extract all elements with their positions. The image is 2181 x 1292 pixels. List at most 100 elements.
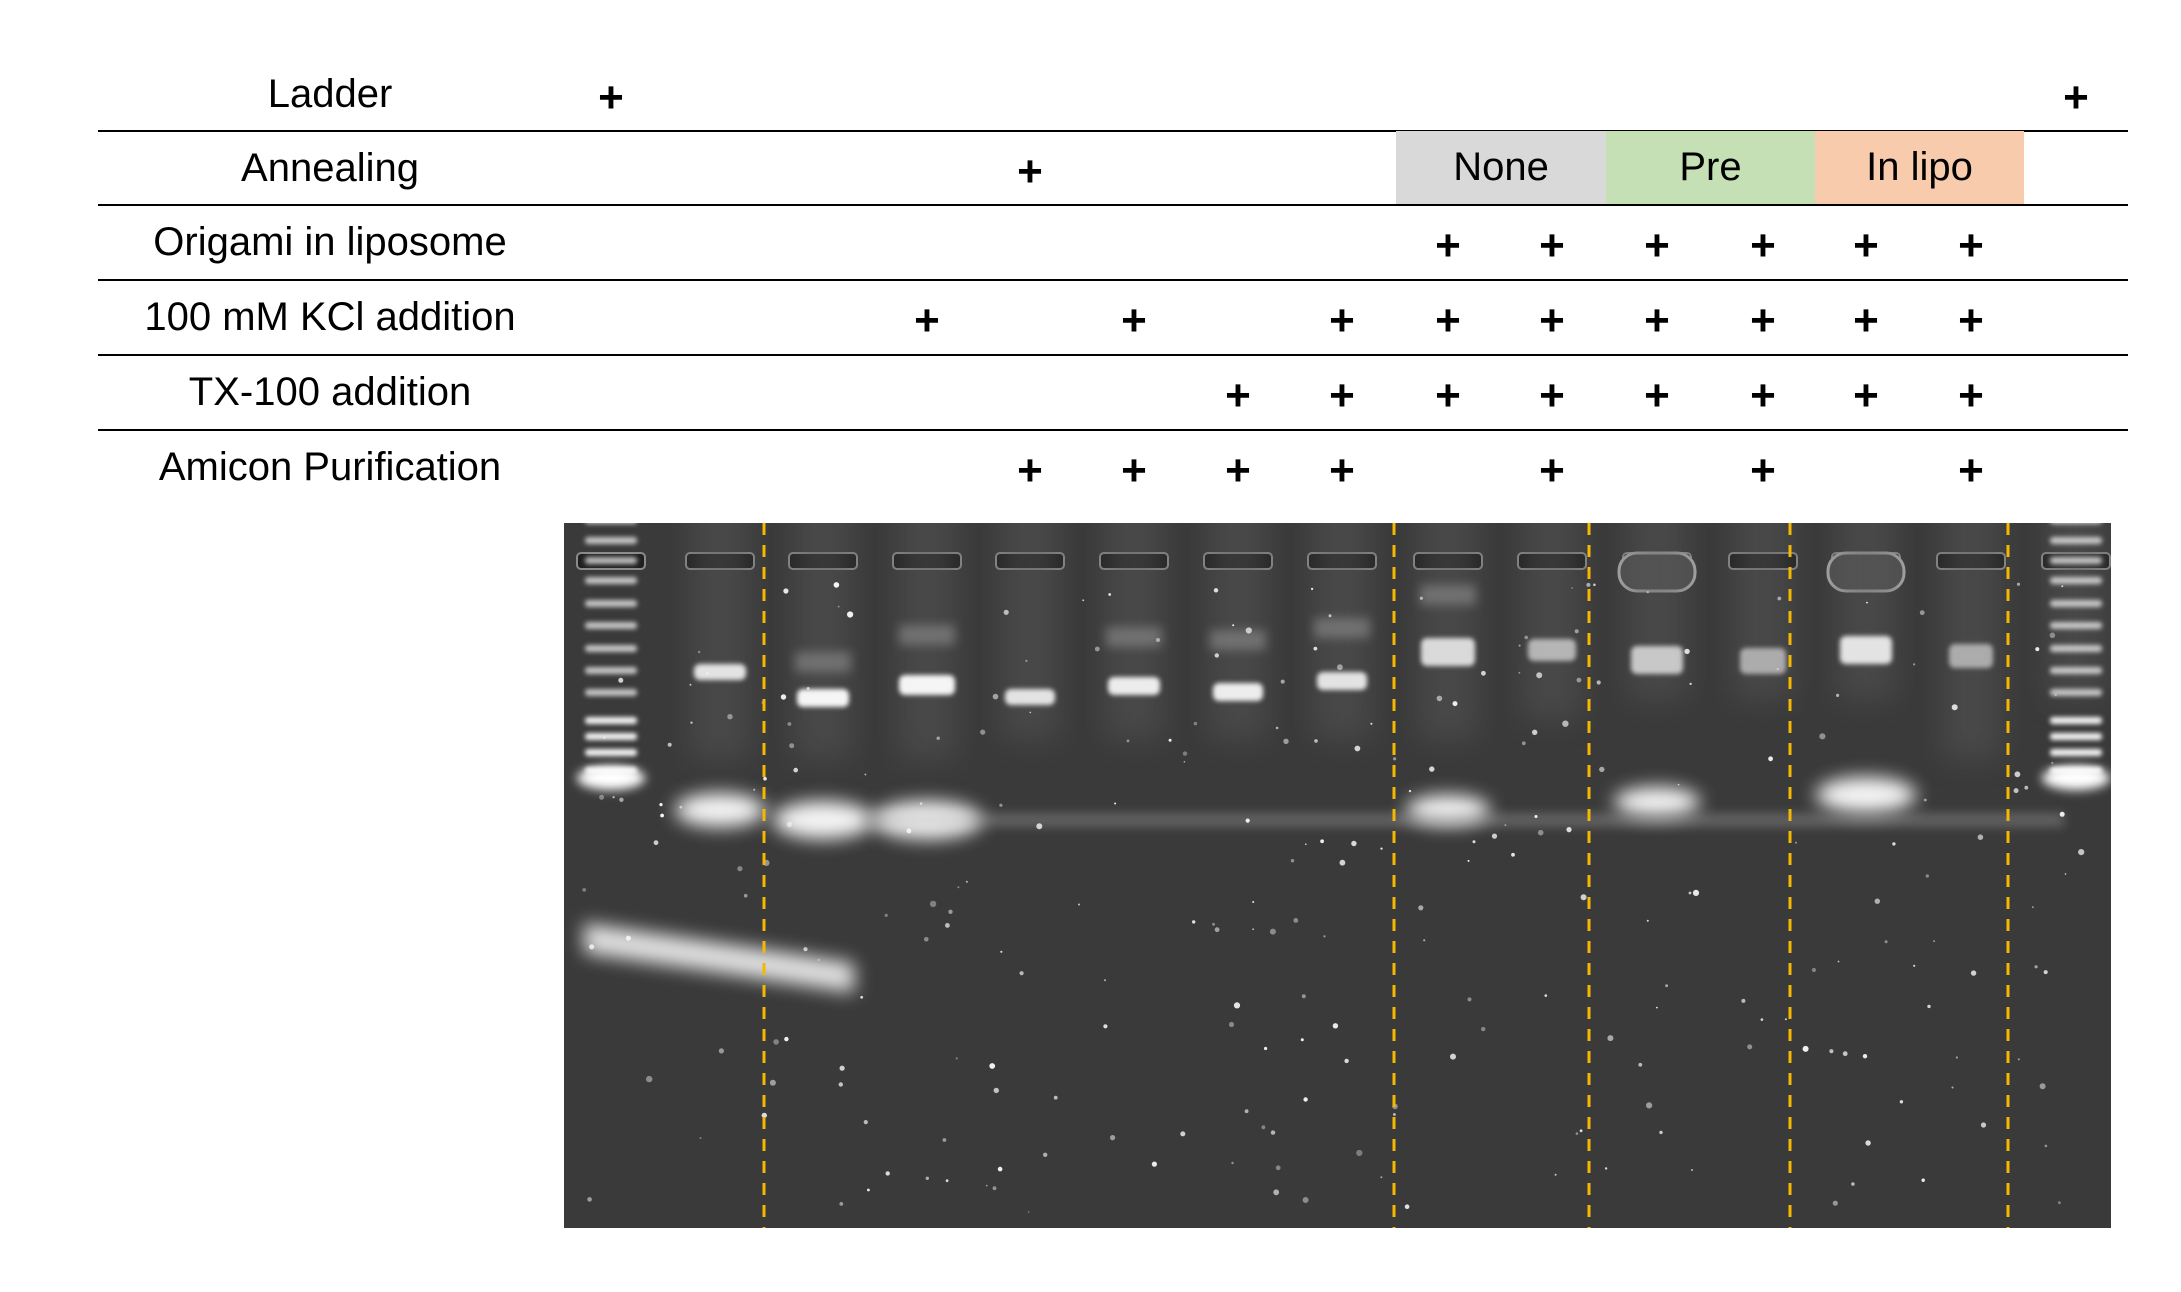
gel-speckle (699, 1137, 702, 1140)
gel-speckle (1029, 711, 1032, 714)
gel-speckle (1923, 798, 1927, 802)
gel-speckle (618, 677, 624, 683)
dna-band (1108, 677, 1160, 695)
row-label: TX-100 addition (188, 370, 472, 414)
ladder-band (2050, 600, 2102, 607)
gel-speckle (1337, 664, 1343, 671)
lane-smear (1522, 523, 1582, 720)
plus-mark: + (1121, 446, 1147, 495)
dna-band (1528, 639, 1576, 661)
gel-speckle (2078, 849, 2085, 856)
gel-speckle (1467, 859, 1470, 862)
dna-band (1317, 672, 1367, 690)
gel-speckle (1646, 1102, 1653, 1109)
plus-mark: + (1435, 371, 1461, 420)
gel-speckle (885, 1171, 890, 1176)
gel-speckle (1370, 722, 1373, 725)
plus-mark: + (1329, 446, 1355, 495)
gel-speckle (867, 1188, 870, 1192)
dna-band (1740, 648, 1786, 674)
gel-speckle (787, 722, 792, 726)
gel-speckle (1310, 587, 1314, 591)
gel-speckle (1607, 1035, 1614, 1042)
gel-speckle (906, 828, 912, 834)
gel-speckle (1760, 1018, 1764, 1021)
gel-speckle (1925, 874, 1930, 878)
gel-speckle (847, 611, 854, 618)
gel-speckle (1851, 1182, 1855, 1186)
faint-band (795, 652, 851, 672)
free-dna-blob (773, 801, 873, 839)
gel-speckle (1776, 667, 1779, 671)
gel-speckle (1036, 823, 1043, 830)
gel-speckle (773, 1039, 779, 1045)
gel-speckle (1691, 1169, 1693, 1171)
gel-speckle (625, 935, 631, 941)
lane-smear (690, 523, 750, 760)
gel-speckle (1865, 1140, 1871, 1146)
gel-speckle (1293, 918, 1299, 923)
gel-speckle (1228, 1021, 1235, 1028)
gel-speckle (1104, 979, 1106, 982)
gel-speckle (1566, 827, 1572, 833)
gel-speckle (1741, 998, 1746, 1003)
gel-speckle (603, 736, 606, 739)
gel-speckle (955, 1057, 958, 1060)
plus-mark: + (1225, 446, 1251, 495)
gel-speckle (942, 1138, 947, 1142)
plus-mark: + (1539, 221, 1565, 270)
gel-speckle (2043, 970, 2048, 975)
gel-speckle (1245, 627, 1252, 634)
table-divider-line (98, 204, 2128, 206)
gel-speckle (980, 729, 986, 735)
gel-speckle (1302, 1197, 1309, 1203)
gel-speckle (1275, 1165, 1281, 1171)
dna-band (1631, 646, 1683, 674)
gel-speckle (587, 1197, 592, 1202)
gel-speckle (1970, 970, 1977, 976)
plus-mark: + (1750, 221, 1776, 270)
gel-speckle (1053, 1095, 1058, 1100)
gel-speckle (1638, 1062, 1643, 1067)
gel-speckle (1328, 614, 1332, 618)
gel-speckle (1921, 1178, 1925, 1182)
gel-speckle (1452, 701, 1458, 707)
plus-mark: + (1329, 371, 1355, 420)
gel-speckle (1264, 1046, 1268, 1051)
gel-speckle (1575, 1132, 1579, 1135)
gel-speckle (837, 605, 840, 608)
gel-speckle (1339, 859, 1346, 866)
gel-speckle (1472, 840, 1476, 844)
gel-speckle (1544, 994, 1548, 997)
dna-band (899, 675, 955, 695)
gel-speckle (925, 1176, 929, 1180)
gel-speckle (2034, 965, 2038, 969)
gel-speckle (929, 900, 937, 908)
gel-speckle (1802, 1045, 1809, 1052)
gel-speckle (1467, 997, 1472, 1002)
gel-speckle (1811, 967, 1816, 973)
dna-band (1213, 683, 1263, 701)
gel-speckle (919, 802, 923, 805)
gel-speckle (838, 1082, 843, 1087)
lane-smear (1941, 523, 2001, 760)
gel-speckle (1351, 840, 1357, 847)
gel-speckle (1580, 894, 1587, 901)
gel-speckle (1684, 648, 1690, 655)
ladder-band (2050, 689, 2102, 696)
gel-speckle (2013, 788, 2019, 794)
gel-speckle (689, 683, 692, 686)
gel-speckle (1596, 680, 1601, 685)
gel-speckle (957, 886, 960, 889)
gel-speckle (1571, 587, 1573, 589)
table-divider-line (98, 130, 2128, 132)
ladder-band (585, 717, 637, 724)
gel-speckle (1892, 842, 1896, 846)
gel-speckle (1884, 940, 1888, 944)
gel-speckle (1837, 960, 1840, 963)
gel-speckle (769, 1079, 776, 1086)
gel-speckle (1951, 1086, 1954, 1089)
gel-speckle (1576, 677, 1582, 683)
gel-speckle (1261, 1125, 1266, 1130)
free-dna-blob (1614, 787, 1700, 817)
